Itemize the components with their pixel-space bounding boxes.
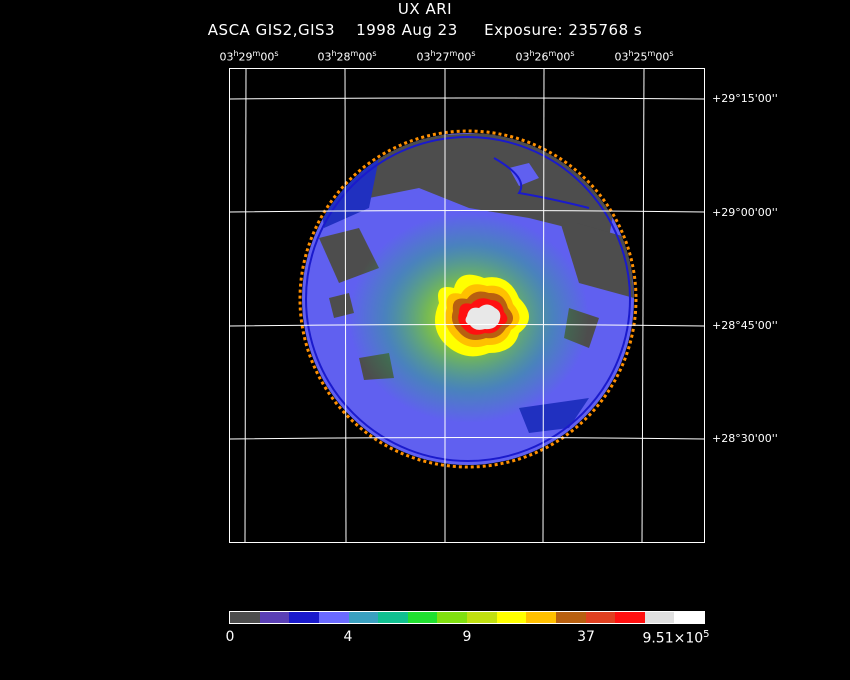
ra-tick-label: 03h25m00s — [614, 49, 674, 64]
colorbar-swatch — [674, 612, 704, 623]
ra-tick-label: 03h27m00s — [416, 49, 476, 64]
image-title: UX ARI — [397, 0, 453, 18]
colorbar-label: 37 — [577, 629, 595, 645]
image-frame — [229, 68, 705, 543]
image-subtitle: ASCA GIS2,GIS3 1998 Aug 23 Exposure: 235… — [0, 21, 850, 39]
coordinate-grid — [229, 68, 705, 543]
colorbar-label-max: 9.51×105 — [642, 629, 710, 647]
colorbar-swatch — [348, 612, 379, 623]
colorbar-label: 4 — [343, 629, 353, 645]
dec-tick-label: +29°00'00'' — [712, 206, 778, 219]
colorbar-label: 9 — [462, 629, 472, 645]
colorbar-label: 0 — [225, 629, 235, 645]
colorbar-swatch — [615, 612, 645, 623]
colorbar-swatch — [318, 612, 349, 623]
colorbar-swatch — [289, 612, 319, 623]
colorbar — [229, 611, 705, 624]
colorbar-swatch — [378, 612, 408, 623]
ra-tick-label: 03h28m00s — [317, 49, 377, 64]
colorbar-swatch — [644, 612, 675, 623]
source-contours — [435, 274, 529, 357]
colorbar-swatch — [555, 612, 586, 623]
colorbar-swatch — [259, 612, 290, 623]
ra-tick-label: 03h29m00s — [219, 49, 279, 64]
exposure-label: Exposure: 235768 s — [484, 21, 643, 39]
dec-tick-label: +29°15'00'' — [712, 92, 778, 105]
ra-tick-label: 03h26m00s — [515, 49, 575, 64]
instrument-label: ASCA GIS2,GIS3 — [207, 21, 336, 39]
colorbar-swatch — [437, 612, 467, 623]
colorbar-swatch — [407, 612, 438, 623]
dec-tick-label: +28°45'00'' — [712, 319, 778, 332]
observation-date: 1998 Aug 23 — [356, 21, 458, 39]
colorbar-swatch — [230, 612, 260, 623]
dec-tick-label: +28°30'00'' — [712, 432, 778, 445]
colorbar-swatch — [585, 612, 616, 623]
xray-image-panel — [229, 68, 705, 543]
colorbar-swatch — [526, 612, 556, 623]
colorbar-swatch — [467, 612, 497, 623]
colorbar-swatch — [496, 612, 527, 623]
